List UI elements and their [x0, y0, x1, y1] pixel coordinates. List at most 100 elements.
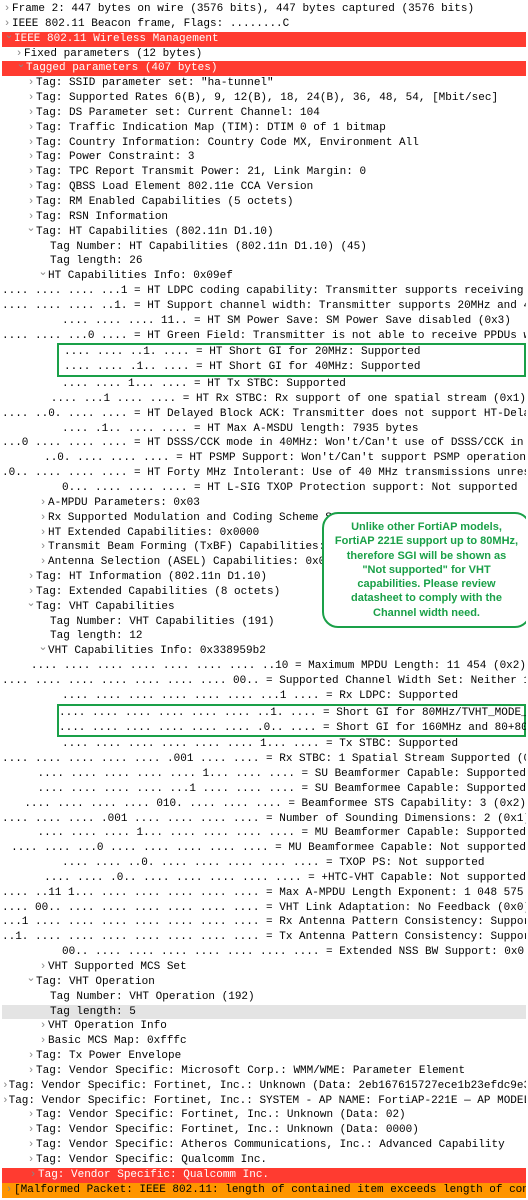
expand-icon[interactable] — [26, 180, 36, 195]
tag-rm[interactable]: Tag: RM Enabled Capabilities (5 octets) — [2, 195, 526, 210]
vht-bit-extnss: 00.. .... .... .... .... .... .... .... … — [2, 945, 526, 960]
expand-icon[interactable] — [26, 165, 36, 180]
expand-icon[interactable] — [2, 1079, 9, 1094]
tag-tim[interactable]: Tag: Traffic Indication Map (TIM): DTIM … — [2, 121, 526, 136]
expand-icon[interactable] — [38, 960, 48, 975]
vht-bit-sgi160: .... .... .... .... .... .... .0.. .... … — [59, 721, 524, 736]
vendor-f1[interactable]: Tag: Vendor Specific: Fortinet, Inc.: Un… — [2, 1079, 526, 1094]
tag-rates[interactable]: Tag: Supported Rates 6(B), 9, 12(B), 18,… — [2, 91, 526, 106]
frame-summary[interactable]: Frame 2: 447 bytes on wire (3576 bits), … — [2, 2, 526, 17]
vht-cap-info[interactable]: VHT Capabilities Info: 0x338959b2 — [2, 644, 526, 659]
ht-bit-sgi20: .... .... ..1. .... = HT Short GI for 20… — [59, 345, 524, 360]
vht-bit-chw: .... .... .... .... .... .... .... 00.. … — [2, 674, 526, 689]
collapse-icon[interactable] — [38, 269, 48, 284]
vht-bit-bfsts: .... .... .... .... 010. .... .... .... … — [2, 797, 526, 812]
vht-mcs[interactable]: VHT Supported MCS Set — [2, 960, 526, 975]
vendor-f4[interactable]: Tag: Vendor Specific: Fortinet, Inc.: Un… — [2, 1123, 526, 1138]
tag-tx-power[interactable]: Tag: Tx Power Envelope — [2, 1049, 526, 1064]
vendor-f2[interactable]: Tag: Vendor Specific: Fortinet, Inc.: SY… — [2, 1094, 526, 1109]
vendor-q2-highlight[interactable]: Tag: Vendor Specific: Qualcomm Inc. — [2, 1168, 526, 1183]
tag-tpc[interactable]: Tag: TPC Report Transmit Power: 21, Link… — [2, 165, 526, 180]
tagged-params[interactable]: Tagged parameters (407 bytes) — [2, 61, 526, 76]
expand-icon[interactable] — [26, 91, 36, 106]
expand-icon[interactable] — [2, 2, 12, 17]
ht-ampdu[interactable]: A-MPDU Parameters: 0x03 — [2, 496, 526, 511]
expand-icon[interactable] — [38, 1034, 48, 1049]
vendor-f3[interactable]: Tag: Vendor Specific: Fortinet, Inc.: Un… — [2, 1108, 526, 1123]
malformed-packet[interactable]: [Malformed Packet: IEEE 802.11: length o… — [2, 1183, 526, 1198]
collapse-icon[interactable] — [26, 975, 36, 990]
ht-bit-psmp: ..0. .... .... .... = HT PSMP Support: W… — [2, 451, 526, 466]
expand-icon[interactable] — [38, 511, 48, 526]
tag-ds[interactable]: Tag: DS Parameter set: Current Channel: … — [2, 106, 526, 121]
vht-op-num: Tag Number: VHT Operation (192) — [2, 990, 526, 1005]
vht-bit-mubfer: .... .... .... 1... .... .... .... .... … — [2, 826, 526, 841]
expand-icon[interactable] — [26, 1108, 36, 1123]
vendor-ms[interactable]: Tag: Vendor Specific: Microsoft Corp.: W… — [2, 1064, 526, 1079]
vht-bit-snd: .... .... .... .001 .... .... .... .... … — [2, 812, 526, 827]
collapse-icon[interactable] — [26, 225, 36, 240]
vht-bit-txop: .... .... ..0. .... .... .... .... .... … — [2, 856, 526, 871]
expand-icon[interactable] — [26, 76, 36, 91]
ht-bit-dback: .... ..0. .... .... = HT Delayed Block A… — [2, 407, 526, 422]
expand-icon[interactable] — [26, 1123, 36, 1138]
expand-icon[interactable] — [26, 195, 36, 210]
vht-sgi-highlight: .... .... .... .... .... .... ..1. .... … — [57, 704, 526, 738]
expand-icon[interactable] — [26, 1064, 36, 1079]
expand-icon[interactable] — [26, 1049, 36, 1064]
ht-tag-number: Tag Number: HT Capabilities (802.11n D1.… — [2, 240, 526, 255]
packet-tree: Frame 2: 447 bytes on wire (3576 bits), … — [2, 2, 526, 1198]
vendor-ath[interactable]: Tag: Vendor Specific: Atheros Communicat… — [2, 1138, 526, 1153]
vht-bit-link: .... 00.. .... .... .... .... .... .... … — [2, 901, 526, 916]
expand-icon[interactable] — [26, 106, 36, 121]
collapse-icon[interactable] — [26, 600, 36, 615]
vht-bit-rxstbc: .... .... .... .... .... .001 .... .... … — [2, 752, 526, 767]
expand-icon[interactable] — [2, 1094, 9, 1109]
expand-icon[interactable] — [26, 136, 36, 151]
fixed-params[interactable]: Fixed parameters (12 bytes) — [2, 47, 526, 62]
tag-vht-op[interactable]: Tag: VHT Operation — [2, 975, 526, 990]
ht-bit-rxstbc: .... ...1 .... .... = HT Rx STBC: Rx sup… — [2, 392, 526, 407]
tag-qbss[interactable]: Tag: QBSS Load Element 802.11e CCA Versi… — [2, 180, 526, 195]
beacon-frame[interactable]: IEEE 802.11 Beacon frame, Flags: .......… — [2, 17, 526, 32]
ht-bit-chw: .... .... .... ..1. = HT Support channel… — [2, 299, 526, 314]
tag-ssid[interactable]: Tag: SSID parameter set: "ha-tunnel" — [2, 76, 526, 91]
ht-bit-40int: .0.. .... .... .... = HT Forty MHz Intol… — [2, 466, 526, 481]
expand-icon[interactable] — [38, 540, 48, 555]
expand-icon[interactable] — [38, 555, 48, 570]
ht-cap-info[interactable]: HT Capabilities Info: 0x09ef — [2, 269, 526, 284]
collapse-icon[interactable] — [16, 61, 26, 76]
tag-country[interactable]: Tag: Country Information: Country Code M… — [2, 136, 526, 151]
ht-bit-ldpc: .... .... .... ...1 = HT LDPC coding cap… — [2, 284, 526, 299]
collapse-icon[interactable] — [38, 644, 48, 659]
wireless-mgmt[interactable]: IEEE 802.11 Wireless Management — [2, 32, 526, 47]
expand-icon[interactable] — [26, 570, 36, 585]
ht-bit-sgi40: .... .... .1.. .... = HT Short GI for 40… — [59, 360, 524, 375]
ht-tag-length: Tag length: 26 — [2, 254, 526, 269]
vht-op-mcs[interactable]: Basic MCS Map: 0xfffc — [2, 1034, 526, 1049]
annotation-callout: Unlike other FortiAP models, FortiAP 221… — [322, 512, 526, 628]
expand-icon[interactable] — [38, 496, 48, 511]
tag-rsn[interactable]: Tag: RSN Information — [2, 210, 526, 225]
vendor-q1[interactable]: Tag: Vendor Specific: Qualcomm Inc. — [2, 1153, 526, 1168]
expand-icon[interactable] — [28, 1168, 38, 1183]
ht-bit-txstbc: .... .... 1... .... = HT Tx STBC: Suppor… — [2, 377, 526, 392]
vht-bit-txap: ..1. .... .... .... .... .... .... .... … — [2, 930, 526, 945]
vht-bit-rxap: ...1 .... .... .... .... .... .... .... … — [2, 915, 526, 930]
vht-op-len-selected[interactable]: Tag length: 5 — [2, 1005, 526, 1020]
expand-icon[interactable] — [26, 150, 36, 165]
expand-icon[interactable] — [26, 1138, 36, 1153]
collapse-icon[interactable] — [4, 32, 14, 47]
vht-bit-subfer: .... .... .... .... .... 1... .... .... … — [2, 767, 526, 782]
tag-ht-cap[interactable]: Tag: HT Capabilities (802.11n D1.10) — [2, 225, 526, 240]
expand-icon[interactable] — [38, 526, 48, 541]
ht-sgi-highlight: .... .... ..1. .... = HT Short GI for 20… — [57, 343, 526, 377]
expand-icon[interactable] — [26, 1153, 36, 1168]
vht-tag-length: Tag length: 12 — [2, 629, 526, 644]
expand-icon[interactable] — [26, 121, 36, 136]
tag-power[interactable]: Tag: Power Constraint: 3 — [2, 150, 526, 165]
expand-icon[interactable] — [4, 1183, 14, 1198]
expand-icon[interactable] — [38, 1019, 48, 1034]
vht-op-info[interactable]: VHT Operation Info — [2, 1019, 526, 1034]
ht-bit-lsig: 0... .... .... .... = HT L-SIG TXOP Prot… — [2, 481, 526, 496]
